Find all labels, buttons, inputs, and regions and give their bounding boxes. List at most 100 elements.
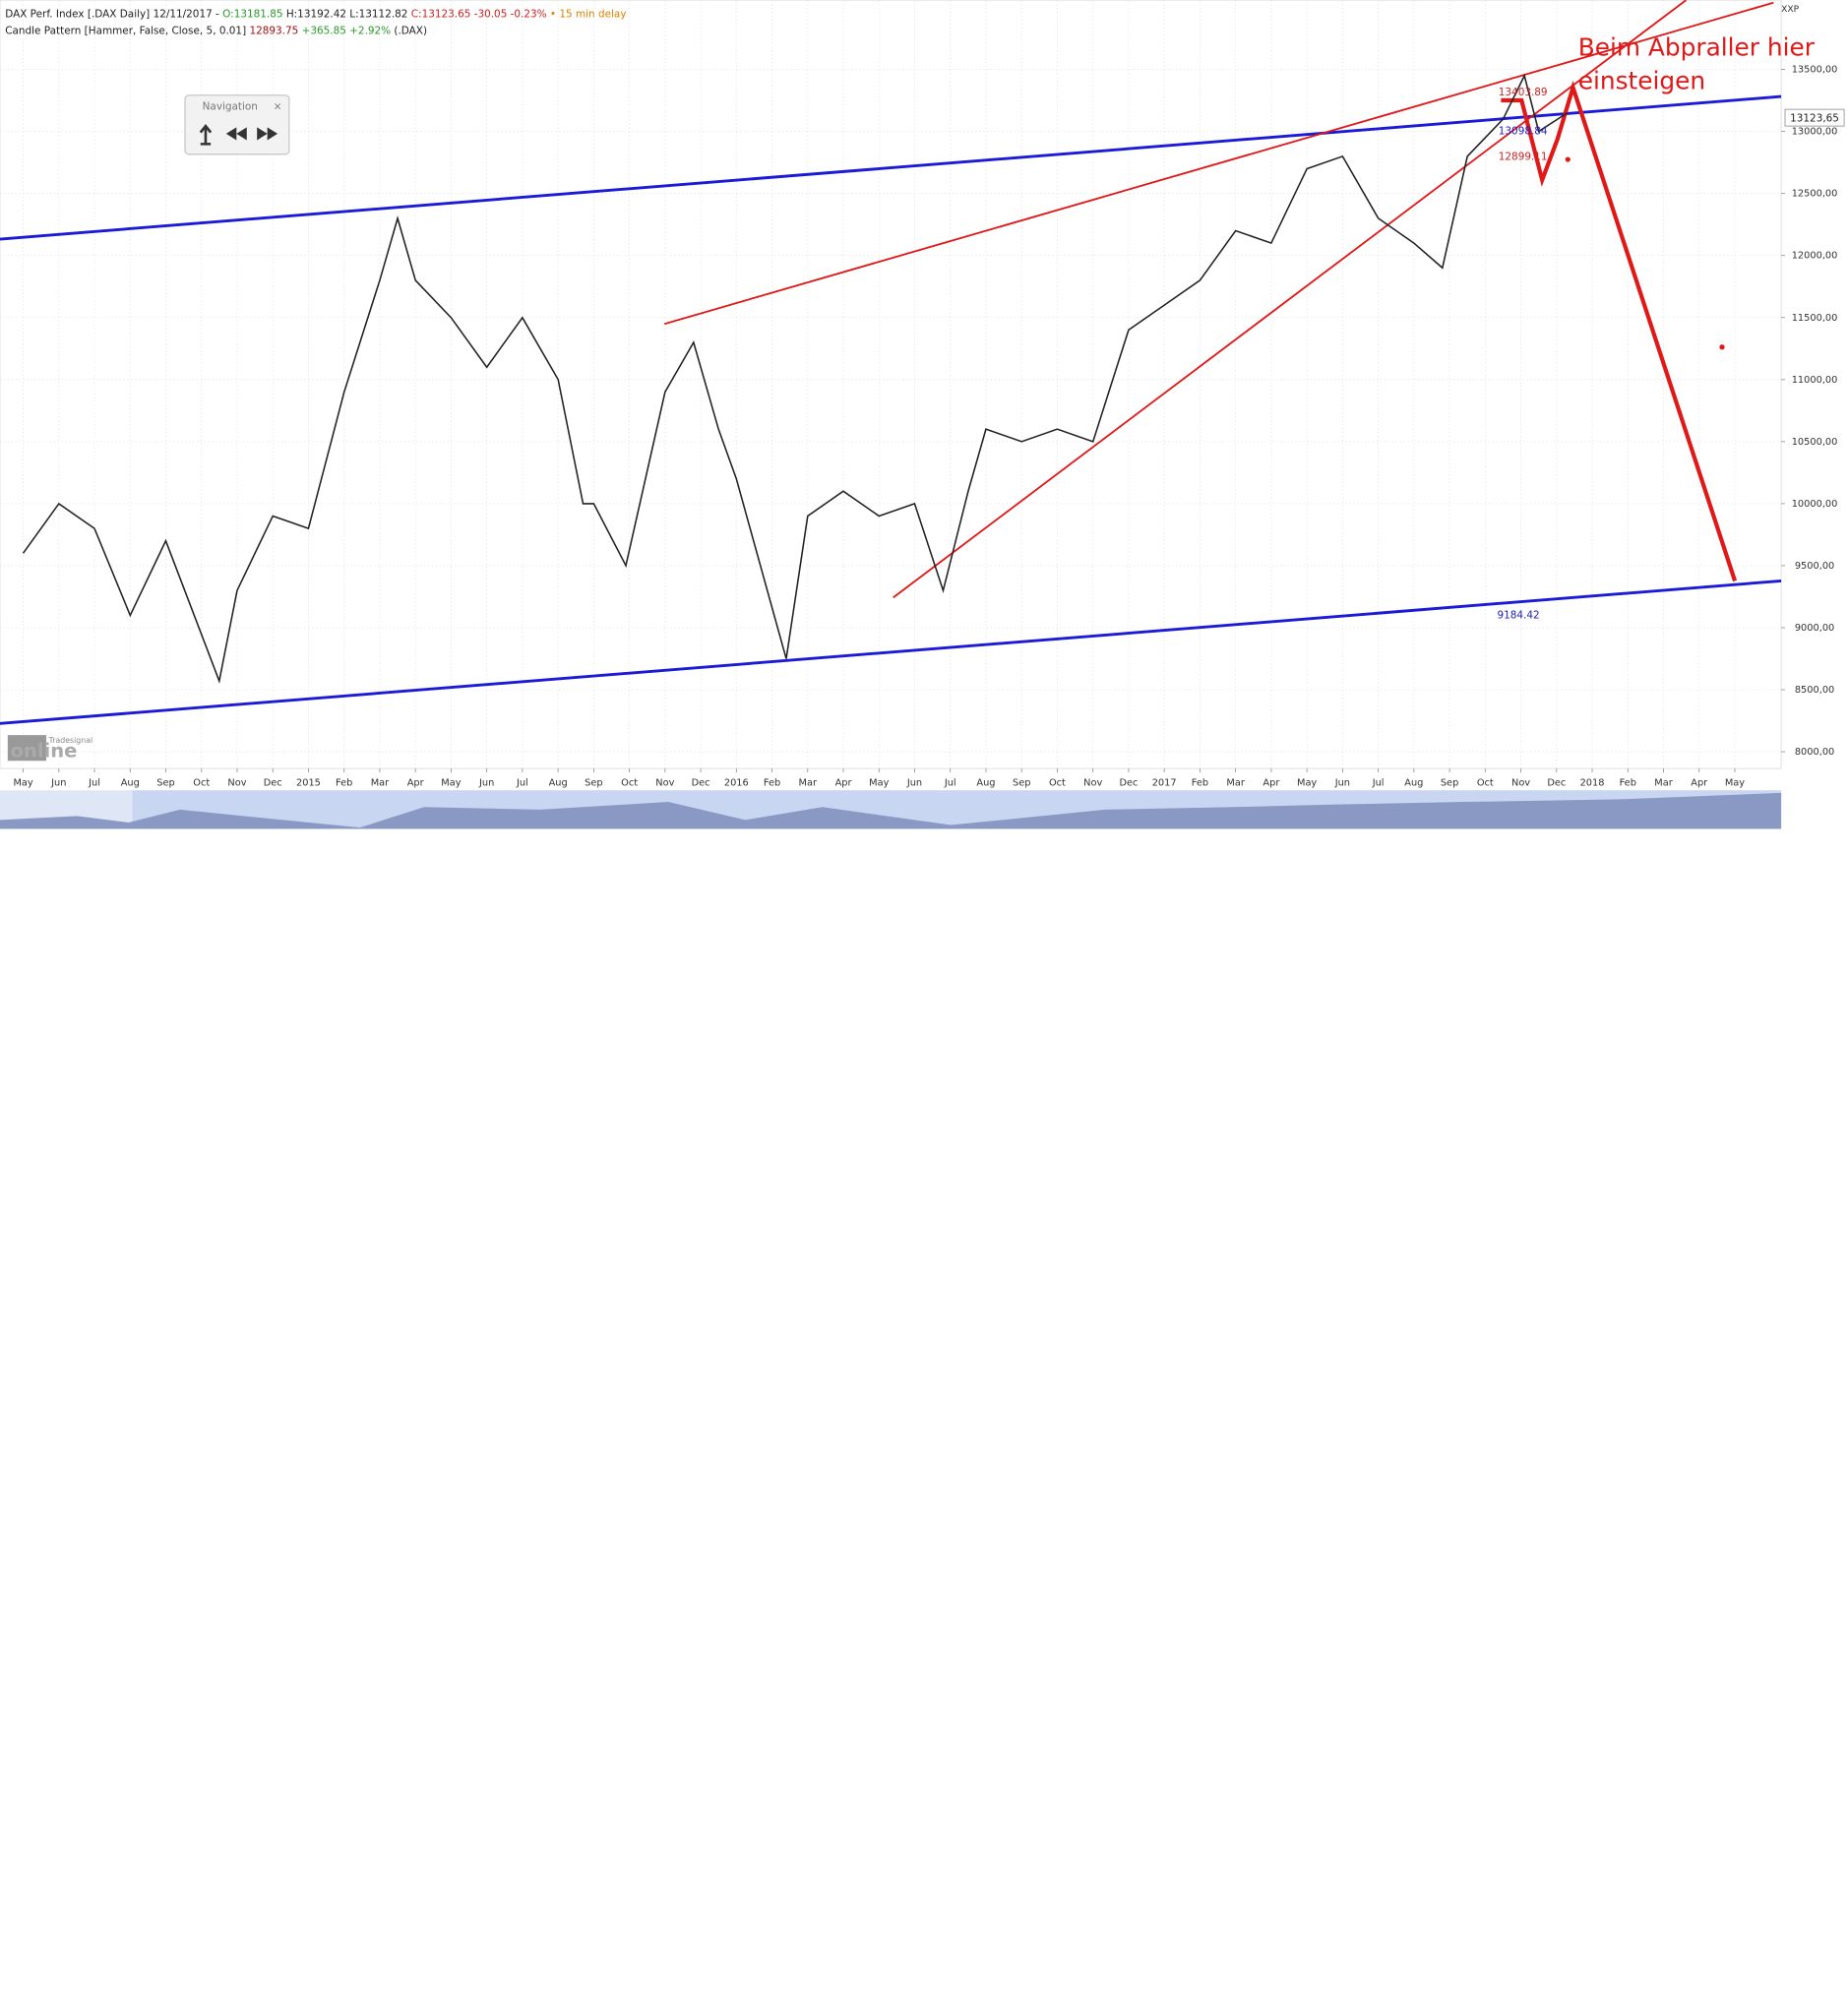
y-tick-label: 10000,00 — [1792, 499, 1838, 510]
x-tick-label: Dec — [1119, 777, 1138, 788]
x-tick-label: Dec — [264, 777, 282, 788]
header-part: O:13181.85 — [222, 8, 282, 20]
x-tick-label: Nov — [1083, 777, 1102, 788]
navigator-area — [0, 792, 1782, 829]
x-tick-label: Jun — [906, 777, 922, 788]
x-tick-label: Aug — [976, 777, 995, 788]
watermark-brand: Tradesignal — [48, 736, 93, 745]
x-tick-label: Dec — [1547, 777, 1566, 788]
back-button[interactable] — [225, 127, 247, 141]
x-tick-label: May — [1297, 777, 1317, 788]
x-tick-label: Feb — [1192, 777, 1208, 788]
level-label: 9184.42 — [1497, 610, 1539, 622]
x-tick-label: Aug — [121, 777, 140, 788]
x-tick-label: Jul — [1372, 777, 1385, 788]
x-tick-label: Sep — [1441, 777, 1458, 788]
x-tick-label: May — [441, 777, 461, 788]
x-tick-label: 2017 — [1152, 777, 1177, 788]
series-layer — [22, 73, 1569, 684]
x-tick-label: Mar — [799, 777, 818, 788]
header-part: 12893.75 — [249, 25, 298, 36]
y-tick-label: 12000,00 — [1792, 251, 1838, 262]
plot-area — [0, 0, 1782, 769]
x-tick-label: Oct — [1049, 777, 1066, 788]
header-part: C:13123.65 -30.05 -0.23% — [411, 8, 547, 20]
x-tick-label: Jun — [50, 777, 66, 788]
x-tick-label: Oct — [193, 777, 210, 788]
x-tick-label: Sep — [585, 777, 602, 788]
header-line: Candle Pattern [Hammer, False, Close, 5,… — [5, 25, 427, 36]
header-part: +365.85 +2.92% — [298, 25, 391, 36]
x-tick-label: May — [1725, 777, 1745, 788]
header-line: DAX Perf. Index [.DAX Daily] 12/11/2017 … — [5, 8, 626, 20]
logo-box — [7, 735, 47, 762]
trend-line — [893, 0, 1687, 599]
marker-dot — [1719, 344, 1725, 350]
x-tick-label: Jul — [516, 777, 528, 788]
x-tick-label: May — [869, 777, 889, 788]
header-part: H:13192.42 L:13112.82 — [283, 8, 411, 20]
y-tick-label: 11000,00 — [1792, 375, 1838, 386]
header-part: • 15 min delay — [547, 8, 627, 20]
trend-line — [0, 579, 1782, 725]
header-part: (.DAX) — [391, 25, 427, 36]
x-tick-label: Jul — [88, 777, 100, 788]
y-tick-label: 9500,00 — [1795, 561, 1834, 572]
level-label: 13098.84 — [1499, 125, 1548, 137]
last-price-box — [1784, 108, 1845, 127]
marker-dot — [1565, 156, 1571, 162]
annotation: einsteigen — [1578, 67, 1705, 95]
x-tick-label: Nov — [227, 777, 246, 788]
x-tick-label: 2015 — [296, 777, 321, 788]
x-tick-label: Feb — [1620, 777, 1636, 788]
y-tick-label: 13500,00 — [1792, 65, 1838, 76]
y-tick-label: 13000,00 — [1792, 127, 1838, 138]
x-tick-label: Apr — [835, 777, 853, 788]
annotation: Beim Abpraller hier — [1578, 33, 1816, 62]
y-tick-label: 8500,00 — [1795, 685, 1834, 696]
last-price: 13123,65 — [1790, 112, 1839, 124]
y-tick-label: 11500,00 — [1792, 313, 1838, 324]
x-tick-label: Sep — [1013, 777, 1030, 788]
x-tick-label: Oct — [1477, 777, 1494, 788]
y-tick-label: 9000,00 — [1795, 623, 1834, 634]
forecast-path — [1501, 80, 1738, 582]
header-part: DAX Perf. Index [.DAX Daily] 12/11/2017 … — [5, 8, 222, 20]
y-tick-label: 10500,00 — [1792, 437, 1838, 448]
x-tick-label: Jun — [478, 777, 494, 788]
x-tick-label: Mar — [1654, 777, 1673, 788]
y-tick-label: 8000,00 — [1795, 747, 1834, 758]
x-tick-label: Jul — [944, 777, 956, 788]
price-line — [22, 73, 1569, 684]
x-tick-label: Nov — [1511, 777, 1530, 788]
x-tick-label: May — [13, 777, 32, 788]
x-tick-label: Oct — [621, 777, 638, 788]
jump-button[interactable] — [199, 124, 213, 146]
header-part: Candle Pattern [Hammer, False, Close, 5,… — [5, 25, 249, 36]
x-tick-label: Mar — [371, 777, 390, 788]
navigation-panel[interactable]: Navigation × — [184, 94, 290, 155]
level-label: 13403.89 — [1499, 87, 1548, 98]
x-tick-label: Aug — [1404, 777, 1423, 788]
x-tick-label: Feb — [336, 777, 352, 788]
x-tick-label: Aug — [549, 777, 568, 788]
x-tick-label: 2016 — [724, 777, 749, 788]
watermark-name: online — [10, 740, 77, 763]
trend-line — [0, 94, 1782, 241]
x-tick-label: 2018 — [1580, 777, 1605, 788]
x-tick-label: Feb — [764, 777, 780, 788]
y-tick-label: 12500,00 — [1792, 189, 1838, 200]
close-button[interactable]: × — [274, 101, 282, 113]
x-tick-label: Mar — [1226, 777, 1245, 788]
level-label: 12899.11 — [1499, 151, 1548, 162]
x-tick-label: Apr — [407, 777, 425, 788]
x-tick-label: Apr — [1691, 777, 1708, 788]
x-tick-label: Dec — [692, 777, 710, 788]
corner-label: XXP — [1781, 5, 1800, 15]
x-tick-label: Apr — [1263, 777, 1280, 788]
x-tick-label: Sep — [156, 777, 174, 788]
trend-line — [663, 1, 1774, 326]
x-tick-label: Jun — [1334, 777, 1350, 788]
